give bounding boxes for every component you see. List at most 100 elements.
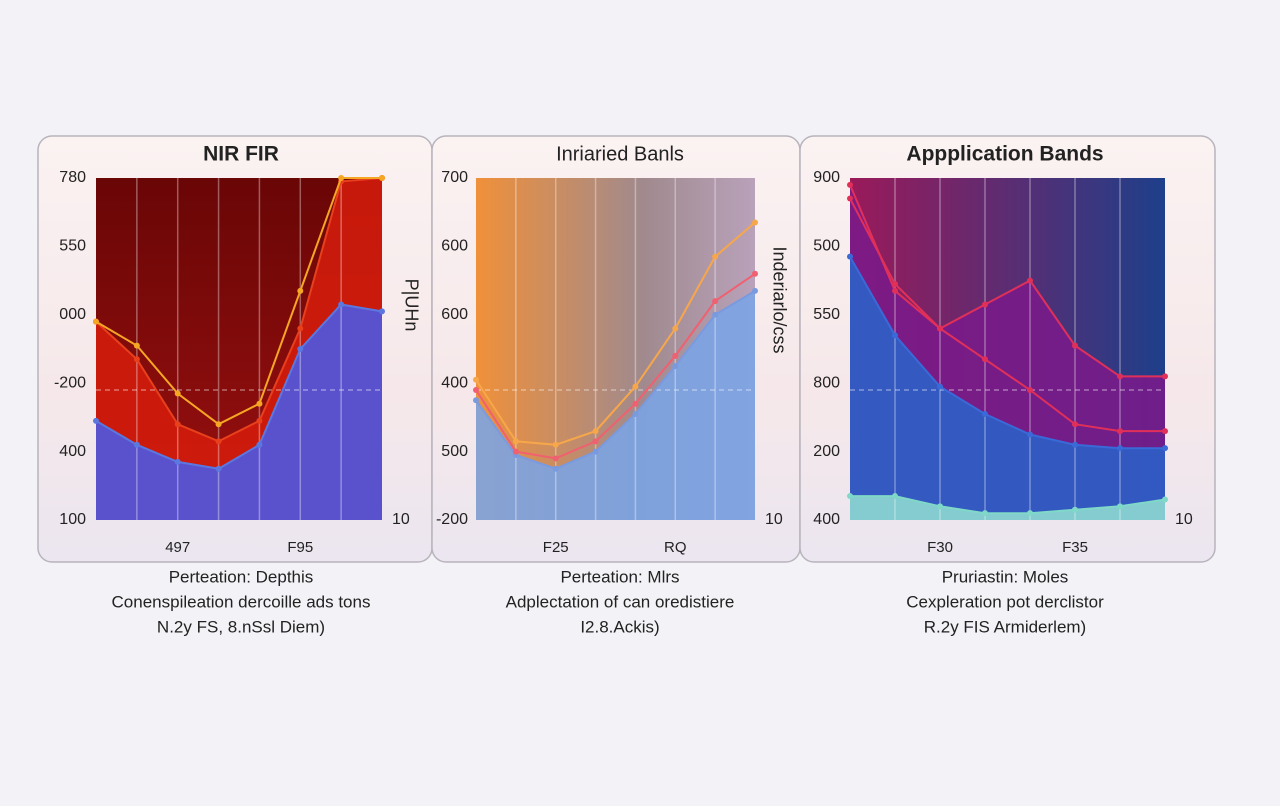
marker <box>133 342 140 349</box>
marker <box>552 441 559 448</box>
caption: N.2y FS, 8.nSsl Diem) <box>157 617 325 636</box>
marker <box>752 287 758 294</box>
y-tick-label: -200 <box>436 511 468 528</box>
marker <box>937 383 943 390</box>
marker <box>1117 503 1123 510</box>
marker <box>1162 445 1168 452</box>
marker <box>1027 277 1033 284</box>
y-tick-label: 780 <box>59 169 86 186</box>
marker <box>256 400 263 407</box>
marker <box>632 400 639 407</box>
marker <box>473 387 479 394</box>
marker <box>552 465 559 472</box>
marker <box>592 438 599 445</box>
y-tick-label: 200 <box>813 443 840 460</box>
marker <box>297 346 304 352</box>
marker <box>174 458 181 465</box>
y2-label: 10 <box>392 511 410 528</box>
y-tick-label: 900 <box>813 169 840 186</box>
marker <box>1027 431 1033 438</box>
y-tick-label: 700 <box>441 169 468 186</box>
y-tick-label: 550 <box>59 238 86 255</box>
marker <box>892 332 898 339</box>
marker <box>338 301 345 308</box>
marker <box>174 421 181 428</box>
marker <box>93 417 99 424</box>
marker <box>1072 421 1078 428</box>
line <box>475 272 756 460</box>
y-tick-label: 400 <box>59 443 86 460</box>
marker <box>592 428 599 435</box>
marker <box>297 325 304 332</box>
caption: R.2y FIS Armiderlem) <box>924 617 1086 636</box>
marker <box>512 448 519 455</box>
area <box>850 496 1165 520</box>
y-tick-label: 600 <box>441 306 468 323</box>
marker <box>473 376 479 383</box>
marker <box>982 410 988 417</box>
marker <box>712 253 719 260</box>
marker <box>338 175 345 181</box>
x-tick-label: F35 <box>1062 539 1088 556</box>
marker <box>1072 342 1078 349</box>
line <box>849 198 1165 433</box>
line <box>95 177 382 426</box>
marker <box>847 253 853 260</box>
marker <box>215 438 222 445</box>
marker <box>1072 441 1078 448</box>
y-tick-label: 500 <box>441 443 468 460</box>
y-tick-label: 400 <box>441 374 468 391</box>
caption: Pruriastin: Moles <box>942 567 1069 586</box>
panel-title: Inriaried Banls <box>556 143 684 165</box>
x-tick-label: 497 <box>165 539 190 556</box>
marker <box>982 510 988 517</box>
marker <box>256 441 263 448</box>
marker <box>752 270 758 277</box>
marker <box>847 493 853 500</box>
y-tick-label: -200 <box>54 374 86 391</box>
marker <box>937 503 943 510</box>
marker <box>133 441 140 448</box>
marker <box>672 325 679 332</box>
marker <box>712 311 719 318</box>
x-tick-label: F30 <box>927 539 953 556</box>
marker <box>512 438 519 445</box>
marker <box>982 301 988 308</box>
marker <box>892 287 898 294</box>
marker <box>1027 387 1033 394</box>
y-tick-label: 600 <box>441 238 468 255</box>
panel-title: NIR FIR <box>203 143 279 166</box>
caption: I2.8.Ackis) <box>580 617 659 636</box>
y-axis-label: P|UHn <box>401 279 421 332</box>
y2-label: 10 <box>765 511 783 528</box>
caption: Adplectation of can oredistiere <box>506 592 735 611</box>
x-tick-label: F25 <box>543 539 569 556</box>
area <box>850 256 1165 520</box>
line <box>849 184 1165 378</box>
marker <box>93 318 99 325</box>
line <box>95 177 383 443</box>
marker <box>215 421 222 428</box>
panel-title: Appplication Bands <box>906 143 1103 166</box>
marker <box>379 175 385 181</box>
marker <box>892 281 898 288</box>
marker <box>1072 506 1078 513</box>
marker <box>672 352 679 359</box>
y-tick-label: 800 <box>813 374 840 391</box>
line <box>850 495 1166 515</box>
marker <box>133 356 140 363</box>
area <box>96 304 382 520</box>
marker <box>473 397 479 404</box>
marker <box>592 448 599 455</box>
x-tick-label: F95 <box>287 539 313 556</box>
marker <box>1117 373 1123 380</box>
area <box>476 290 755 520</box>
marker <box>552 455 559 462</box>
y-tick-label: 100 <box>59 511 86 528</box>
marker <box>1117 428 1123 435</box>
line <box>849 256 1165 450</box>
marker <box>297 287 304 294</box>
marker <box>379 308 385 315</box>
marker <box>892 493 898 500</box>
